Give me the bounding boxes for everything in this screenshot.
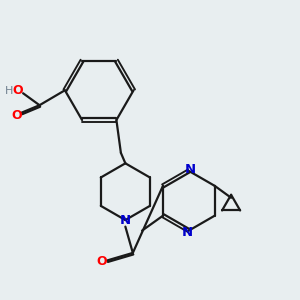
Text: O: O xyxy=(97,255,107,268)
Text: H: H xyxy=(4,86,13,96)
Text: O: O xyxy=(12,84,23,98)
Text: N: N xyxy=(182,226,193,238)
Text: O: O xyxy=(11,109,22,122)
Text: N: N xyxy=(185,163,196,176)
Text: N: N xyxy=(120,214,131,226)
